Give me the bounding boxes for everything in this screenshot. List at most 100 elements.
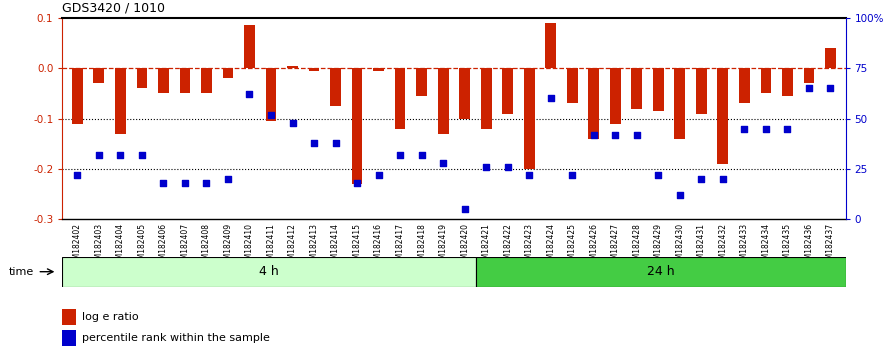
Point: [457, 206, 472, 212]
Text: GSM182420: GSM182420: [460, 223, 469, 269]
Text: GSM182428: GSM182428: [632, 223, 642, 269]
Point: [565, 172, 579, 178]
Text: GSM182403: GSM182403: [94, 223, 103, 269]
Point: [737, 126, 751, 131]
Text: GSM182405: GSM182405: [137, 223, 147, 269]
Text: GSM182407: GSM182407: [181, 223, 190, 269]
Point: [92, 152, 106, 158]
Point: [522, 172, 537, 178]
Point: [544, 96, 558, 101]
Bar: [696, 68, 707, 114]
Point: [673, 193, 687, 198]
Text: GSM182417: GSM182417: [396, 223, 405, 269]
Bar: [546, 23, 556, 68]
Text: GSM182406: GSM182406: [159, 223, 168, 269]
Point: [823, 85, 837, 91]
Bar: [309, 68, 320, 71]
Text: GSM182409: GSM182409: [223, 223, 232, 269]
Point: [307, 140, 321, 145]
Text: GSM182412: GSM182412: [288, 223, 297, 269]
Text: GSM182429: GSM182429: [654, 223, 663, 269]
Bar: [417, 68, 427, 96]
Text: GSM182404: GSM182404: [116, 223, 125, 269]
Text: GSM182411: GSM182411: [266, 223, 276, 269]
Text: GSM182436: GSM182436: [805, 223, 813, 269]
Point: [221, 176, 235, 182]
Text: GSM182402: GSM182402: [73, 223, 82, 269]
Bar: [373, 68, 384, 71]
Bar: [717, 68, 728, 164]
Bar: [201, 68, 212, 93]
Point: [242, 92, 256, 97]
Bar: [352, 68, 362, 184]
Bar: [136, 68, 147, 88]
Point: [781, 126, 795, 131]
Text: 24 h: 24 h: [647, 265, 675, 278]
Text: GSM182430: GSM182430: [676, 223, 684, 269]
Text: GSM182425: GSM182425: [568, 223, 577, 269]
Bar: [330, 68, 341, 106]
Point: [113, 152, 127, 158]
Text: GSM182414: GSM182414: [331, 223, 340, 269]
Bar: [459, 68, 470, 119]
Point: [436, 160, 450, 166]
Text: GSM182413: GSM182413: [310, 223, 319, 269]
Point: [479, 164, 493, 170]
Bar: [115, 68, 125, 134]
Text: log e ratio: log e ratio: [82, 312, 139, 322]
Bar: [62, 309, 77, 325]
Point: [350, 180, 364, 186]
Bar: [93, 68, 104, 83]
Bar: [438, 68, 449, 134]
Text: GSM182422: GSM182422: [503, 223, 512, 269]
Text: GSM182431: GSM182431: [697, 223, 706, 269]
Bar: [675, 68, 685, 139]
Point: [199, 180, 214, 186]
Text: GSM182426: GSM182426: [589, 223, 598, 269]
Point: [651, 172, 666, 178]
Point: [157, 180, 171, 186]
Text: GSM182434: GSM182434: [761, 223, 771, 269]
Text: GSM182437: GSM182437: [826, 223, 835, 269]
Point: [694, 176, 708, 182]
Bar: [265, 68, 277, 121]
Text: GSM182410: GSM182410: [245, 223, 254, 269]
Bar: [739, 68, 749, 103]
Point: [286, 120, 300, 125]
Bar: [481, 68, 491, 129]
Point: [178, 180, 192, 186]
Bar: [72, 68, 83, 124]
Point: [70, 172, 85, 178]
Point: [500, 164, 514, 170]
Text: GSM182416: GSM182416: [374, 223, 383, 269]
Text: GSM182433: GSM182433: [740, 223, 748, 269]
Bar: [761, 68, 772, 93]
Text: GSM182408: GSM182408: [202, 223, 211, 269]
Bar: [475, 257, 846, 287]
Text: GSM182435: GSM182435: [783, 223, 792, 269]
Text: time: time: [9, 267, 35, 277]
Text: GSM182421: GSM182421: [481, 223, 490, 269]
Bar: [610, 68, 620, 124]
Bar: [782, 68, 793, 96]
Point: [629, 132, 643, 138]
Bar: [222, 68, 233, 78]
Point: [371, 172, 385, 178]
Text: GSM182418: GSM182418: [417, 223, 426, 269]
Bar: [158, 68, 169, 93]
Text: percentile rank within the sample: percentile rank within the sample: [82, 333, 270, 343]
Text: GSM182423: GSM182423: [525, 223, 534, 269]
Bar: [395, 68, 406, 129]
Point: [716, 176, 730, 182]
Text: GSM182424: GSM182424: [546, 223, 555, 269]
Bar: [653, 68, 664, 111]
Point: [393, 152, 408, 158]
Bar: [62, 330, 77, 346]
Point: [328, 140, 343, 145]
Point: [415, 152, 429, 158]
Point: [802, 85, 816, 91]
Bar: [244, 25, 255, 68]
Point: [759, 126, 773, 131]
Text: GSM182432: GSM182432: [718, 223, 727, 269]
Bar: [588, 68, 599, 139]
